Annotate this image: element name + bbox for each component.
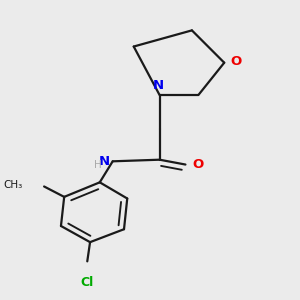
- Text: O: O: [192, 158, 203, 171]
- Text: H: H: [94, 160, 102, 170]
- Text: CH₃: CH₃: [4, 180, 23, 190]
- Text: N: N: [98, 155, 110, 168]
- Text: Cl: Cl: [81, 276, 94, 289]
- Text: O: O: [231, 55, 242, 68]
- Text: N: N: [152, 79, 164, 92]
